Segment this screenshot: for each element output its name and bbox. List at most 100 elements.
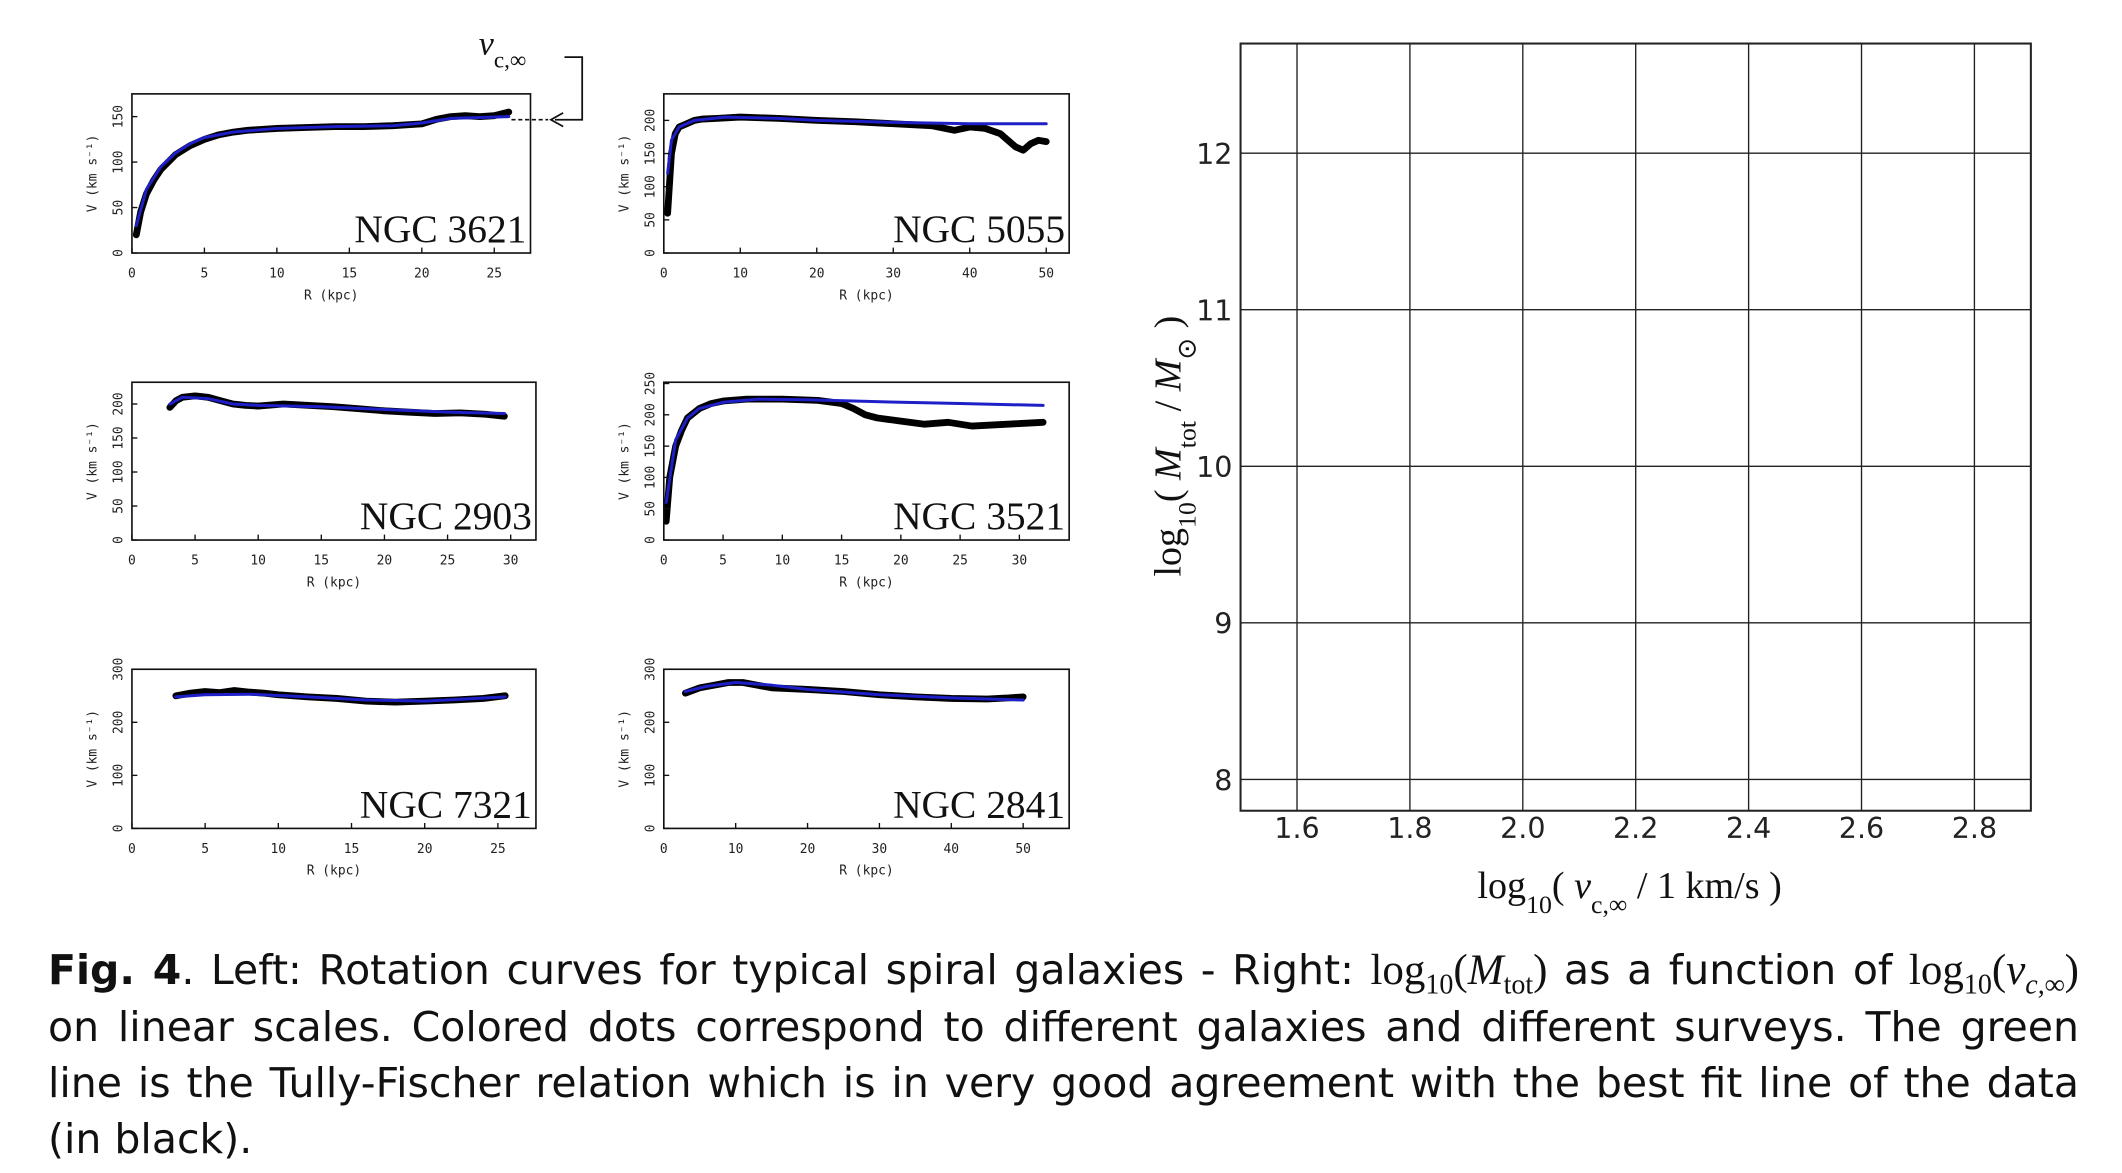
x-tick-label: 2.8 — [1952, 811, 1997, 845]
label-sub: ⊙ — [1172, 338, 1201, 360]
x-tick-label: 2.6 — [1839, 811, 1884, 845]
plot-area — [681, 679, 1027, 703]
x-tick-label: 25 — [440, 554, 456, 569]
label-part: / 1 km/s ) — [1627, 865, 1781, 907]
y-tick-label: 100 — [643, 466, 658, 489]
y-tick-label: 11 — [1196, 294, 1232, 328]
y-axis-label: V (km s⁻¹) — [86, 422, 101, 500]
y-tick-label: 0 — [643, 249, 658, 257]
x-tick-label: 10 — [271, 842, 287, 857]
x-tick-label: 5 — [201, 842, 209, 857]
x-tick-label: 25 — [486, 267, 502, 282]
y-tick-label: 0 — [111, 249, 126, 257]
annotation-arrow — [554, 56, 584, 121]
y-tick-label: 300 — [643, 658, 658, 681]
frame — [662, 93, 1070, 254]
math-sub: tot — [1503, 969, 1534, 1001]
y-tick-label: 0 — [111, 825, 126, 833]
math-part: log — [1908, 947, 1964, 994]
x-axis-label: R (kpc) — [839, 575, 893, 590]
y-tick-label: 0 — [643, 825, 658, 833]
x-tick-label: 0 — [128, 267, 136, 282]
y-tick-label: 100 — [111, 764, 126, 787]
math-sub: 10 — [1963, 969, 1992, 1001]
math-part: v — [2006, 947, 2026, 994]
y-axis-label: V (km s⁻¹) — [617, 710, 632, 788]
frame — [131, 381, 537, 541]
x-axis-label: log10( vc,∞ / 1 km/s ) — [1477, 865, 1781, 919]
y-axis-label: log10( Mtot / M⊙ ) — [1148, 316, 1202, 577]
series-line — [134, 115, 511, 228]
y-tick-label: 100 — [111, 460, 126, 483]
x-tick-label: 10 — [733, 267, 749, 282]
x-tick-label: 20 — [377, 554, 393, 569]
y-axis-label: V (km s⁻¹) — [86, 710, 101, 788]
label-sub: 10 — [1172, 502, 1201, 528]
series-line — [168, 395, 506, 416]
x-tick-label: 0 — [128, 554, 136, 569]
plot-area — [132, 108, 513, 239]
y-tick-label: 150 — [111, 105, 126, 128]
label-part: M — [1148, 446, 1190, 481]
annotation-var: v — [479, 25, 495, 62]
label-sub: 10 — [1526, 889, 1552, 918]
plot-area — [172, 687, 509, 706]
frame — [662, 381, 1070, 541]
caption-text: on linear scales. Colored dots correspon… — [48, 1003, 2079, 1163]
figure: vc,∞ log10( vc,∞ / 1 km/s ) log10( Mtot … — [86, 25, 2032, 919]
x-tick-label: 2.2 — [1613, 811, 1658, 845]
x-axis-label: R (kpc) — [307, 864, 361, 879]
math-part: ) — [2064, 947, 2079, 994]
panel-title: NGC 2903 — [360, 494, 532, 538]
panel-title: NGC 7321 — [360, 783, 532, 827]
y-tick-label: 0 — [111, 536, 126, 544]
caption: Fig. 4. Left: Rotation curves for typica… — [48, 942, 2079, 1167]
x-axis-label: R (kpc) — [307, 575, 361, 590]
x-tick-label: 40 — [944, 842, 960, 857]
y-tick-label: 100 — [643, 175, 658, 198]
series-line — [683, 681, 1025, 702]
series-line — [666, 115, 1048, 175]
y-tick-label: 150 — [643, 142, 658, 165]
math: log10(Mtot) — [1370, 947, 1548, 999]
y-tick-label: 12 — [1196, 137, 1232, 171]
x-tick-label: 50 — [1038, 267, 1054, 282]
x-tick-label: 20 — [893, 554, 909, 569]
x-tick-label: 20 — [809, 267, 825, 282]
math-sub: 10 — [1425, 969, 1454, 1001]
y-axis-label: V (km s⁻¹) — [617, 135, 632, 213]
y-tick-label: 10 — [1196, 450, 1232, 484]
label-part: v — [1574, 865, 1591, 907]
frame — [131, 668, 537, 830]
frame — [131, 93, 532, 254]
x-tick-label: 20 — [800, 842, 816, 857]
caption-text: as a function of — [1547, 946, 1909, 994]
series-line — [166, 392, 508, 420]
series-line — [174, 692, 507, 703]
x-tick-label: 5 — [191, 554, 199, 569]
math-part: log — [1370, 947, 1426, 994]
annotation-sub: c,∞ — [494, 47, 527, 73]
x-tick-label: 15 — [314, 554, 330, 569]
plot-area — [166, 392, 508, 420]
y-tick-label: 200 — [643, 109, 658, 132]
y-tick-label: 50 — [111, 498, 126, 514]
x-tick-label: 0 — [660, 267, 668, 282]
x-axis-label: R (kpc) — [839, 864, 893, 879]
y-tick-label: 50 — [111, 200, 126, 216]
label-part: / — [1148, 391, 1190, 421]
x-tick-label: 1.6 — [1274, 811, 1319, 845]
frame — [1239, 42, 2032, 812]
math-part: ) — [1533, 947, 1548, 994]
caption-label: Fig. 4 — [48, 946, 182, 994]
y-tick-label: 300 — [111, 658, 126, 681]
x-tick-label: 15 — [344, 842, 360, 857]
x-tick-label: 30 — [872, 842, 888, 857]
x-tick-label: 5 — [201, 267, 209, 282]
label-part: ( — [1552, 865, 1574, 907]
math-part: ( — [1991, 947, 2007, 994]
y-tick-label: 100 — [111, 150, 126, 173]
x-axis-label: R (kpc) — [304, 288, 358, 303]
frame — [662, 668, 1070, 830]
label-part: M — [1148, 357, 1190, 392]
